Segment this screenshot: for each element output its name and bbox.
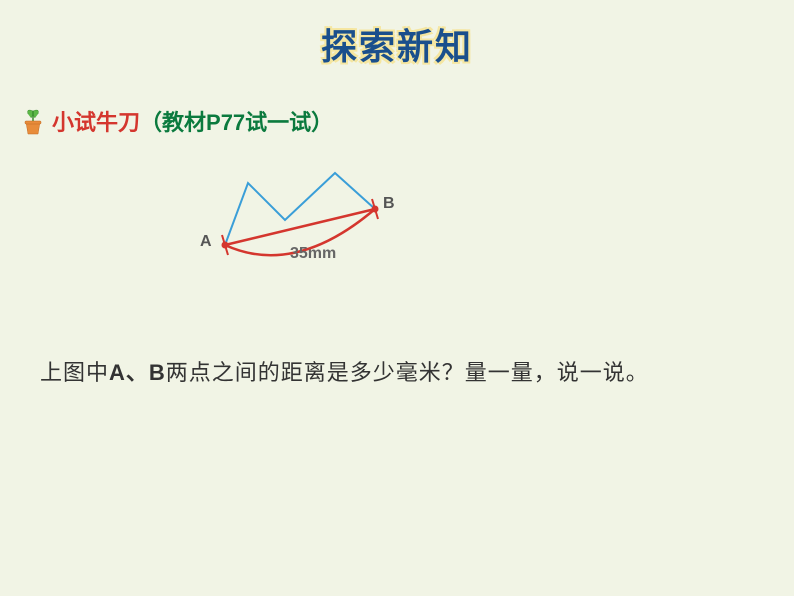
subtitle-label-green: （教材P77试一试） <box>140 105 333 137</box>
point-a-dot <box>222 242 229 249</box>
plant-icon <box>20 106 46 136</box>
point-a-label: A <box>200 233 212 251</box>
point-b-label: B <box>383 195 395 213</box>
question-suffix: 两点之间的距离是多少毫米？量一量，说一说。 <box>166 360 649 385</box>
page-title: 探索新知 <box>0 0 794 70</box>
subtitle-label-red: 小试牛刀 <box>52 105 140 137</box>
geometry-diagram: A B 35mm <box>200 165 450 295</box>
point-b-dot <box>372 206 379 213</box>
question-prefix: 上图中 <box>40 360 109 385</box>
subtitle-row: 小试牛刀 （教材P77试一试） <box>20 105 794 137</box>
question-bold: A、B <box>109 360 166 385</box>
measurement-label: 35mm <box>290 245 336 263</box>
question-text: 上图中A、B两点之间的距离是多少毫米？量一量，说一说。 <box>40 355 649 387</box>
blue-path <box>225 173 375 245</box>
